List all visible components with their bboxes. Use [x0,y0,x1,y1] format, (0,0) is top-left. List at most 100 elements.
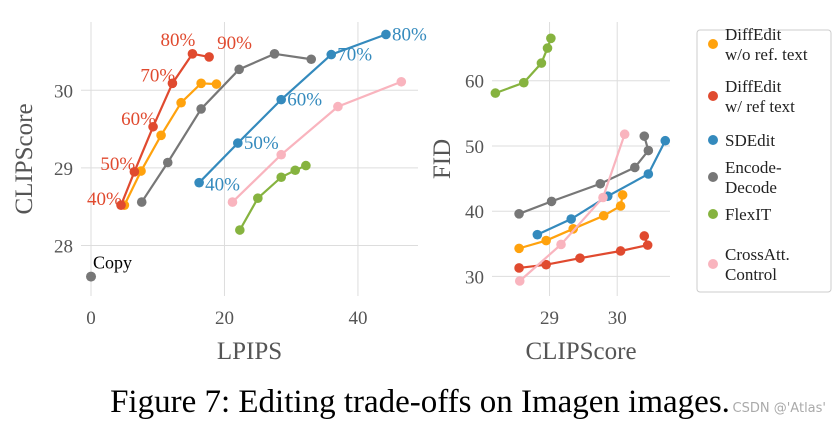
data-point-crossatt-control [556,239,566,250]
data-point-diffedit-w-o-ref-text [598,210,609,221]
y-tick-label: 60 [465,72,484,93]
annotation-diffedit-w-ref-text: 80% [160,30,195,51]
data-point-sdedit [532,229,543,240]
series-line-flexit [238,164,307,231]
legend-frame [696,29,832,293]
y-tick-label: 28 [54,237,73,258]
legend-label-crossatt-control: CrossAtt. [725,245,790,264]
data-point-encode-decode [546,196,557,207]
annotation-diffedit-w-ref-text: 50% [100,154,135,175]
data-point-crossatt-control [598,192,608,203]
data-point-encode-decode [269,49,280,59]
y-axis-label: CLIPScore [11,103,38,214]
data-point-crossatt-control [276,149,286,160]
annotation-sdedit: 50% [244,133,279,154]
legend-label-encode-decode: Encode- [725,158,782,177]
data-point-sdedit [194,177,204,188]
y-axis-label: FID [429,139,456,179]
data-point-diffedit-w-ref-text [116,200,126,210]
legend-marker-diffedit-w-ref-text [708,91,718,101]
y-tick-label: 40 [465,202,484,223]
data-point-copy [86,271,97,282]
y-tick-label: 50 [465,137,484,158]
data-point-crossatt-control [396,76,407,87]
data-point-flexit [536,58,547,68]
annotation-sdedit: 80% [392,24,427,45]
data-point-diffedit-w-ref-text [541,259,551,270]
y-tick-label: 30 [54,81,73,102]
data-point-flexit [290,165,301,176]
data-point-sdedit [276,94,286,105]
data-point-crossatt-control [333,101,343,112]
data-point-crossatt-control [227,197,238,207]
annotation-diffedit-w-ref-text: 90% [217,33,252,54]
right-plot-fid-vs-clipscore: 29 30 30 40 50 60 CLIPScore FID [429,22,671,365]
annotation-sdedit: 40% [205,175,240,196]
data-point-encode-decode [196,104,206,114]
legend-marker-crossatt-control [708,259,718,269]
data-point-flexit [301,160,311,171]
data-point-diffedit-w-o-ref-text [568,224,579,234]
legend-label-encode-decode: Decode [725,178,777,197]
annotation-sdedit: 60% [287,90,322,111]
data-point-sdedit [326,49,337,60]
series-line-encode-decode [140,52,312,203]
data-point-encode-decode [630,162,640,173]
data-point-diffedit-w-o-ref-text [615,201,626,211]
legend-label-flexit: FlexIT [725,205,772,224]
x-tick-label: 30 [608,308,627,329]
data-point-diffedit-w-ref-text [167,78,178,89]
data-point-diffedit-w-ref-text [148,121,158,132]
data-point-crossatt-control [514,276,525,286]
data-point-diffedit-w-o-ref-text [541,235,551,246]
data-point-flexit [276,172,286,183]
legend-label-diffedit-w-o-ref-text: DiffEdit [725,25,782,44]
legend-label-diffedit-w-ref-text: w/ ref text [725,97,795,116]
data-point-encode-decode [136,197,147,207]
data-point-sdedit [643,169,654,179]
legend-label-sdedit: SDEdit [725,131,775,150]
series-line-crossatt-control [519,133,626,282]
watermark: CSDN @'Atlas' [733,401,826,416]
x-tick-label: 20 [215,308,234,329]
point-label-copy: Copy [93,253,132,273]
data-point-flexit [546,33,556,44]
data-point-encode-decode [643,145,654,156]
data-point-sdedit [566,214,576,224]
data-point-diffedit-w-ref-text [129,167,140,177]
y-tick-label: 29 [54,159,73,180]
data-point-diffedit-w-ref-text [615,246,626,256]
legend-label-crossatt-control: Control [725,265,777,284]
legend-marker-diffedit-w-o-ref-text [708,39,718,49]
data-point-diffedit-w-o-ref-text [211,79,222,89]
data-point-diffedit-w-o-ref-text [156,130,166,141]
annotation-sdedit: 70% [337,45,372,66]
data-point-diffedit-w-ref-text [187,49,198,59]
data-point-sdedit [381,29,391,40]
data-point-flexit [253,193,263,203]
data-point-diffedit-w-ref-text [639,231,650,241]
data-point-encode-decode [514,209,524,219]
series-line-diffedit-w-o-ref-text [123,82,217,206]
data-point-diffedit-w-o-ref-text [514,243,524,254]
legend-label-diffedit-w-ref-text: DiffEdit [725,77,782,96]
data-point-diffedit-w-ref-text [642,240,653,250]
data-point-flexit [519,77,529,88]
data-point-diffedit-w-ref-text [514,263,524,273]
figure-caption: Figure 7: Editing trade-offs on Imagen i… [110,384,730,420]
data-point-encode-decode [162,157,173,168]
legend-marker-sdedit [708,135,718,145]
data-point-flexit [490,88,501,98]
data-point-crossatt-control [619,129,630,140]
data-point-flexit [235,225,245,235]
data-point-diffedit-w-ref-text [204,52,214,62]
legend-marker-encode-decode [708,172,718,182]
series-line-encode-decode [518,135,650,215]
x-axis-label: LPIPS [217,338,282,365]
data-point-flexit [542,43,553,53]
y-tick-label: 30 [465,267,484,288]
legend-label-diffedit-w-o-ref-text: w/o ref. text [725,45,808,64]
x-tick-label: 40 [348,308,367,329]
data-point-sdedit [660,135,671,146]
